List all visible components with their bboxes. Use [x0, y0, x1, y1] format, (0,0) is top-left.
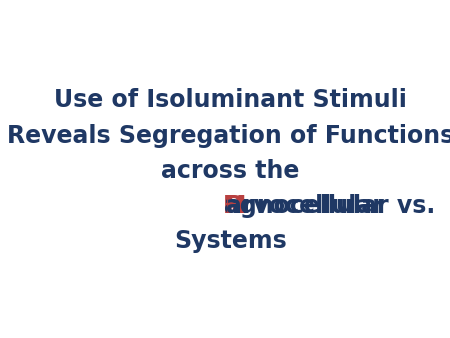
Text: arvocellular: arvocellular [226, 194, 384, 218]
Text: Systems: Systems [174, 229, 287, 253]
Text: Use of Isoluminant Stimuli: Use of Isoluminant Stimuli [54, 89, 407, 113]
Text: across the: across the [162, 159, 300, 183]
Text: P: P [225, 194, 243, 218]
Text: agnocellular vs.: agnocellular vs. [224, 194, 444, 218]
Text: Reveals Segregation of Functions: Reveals Segregation of Functions [7, 124, 450, 148]
Text: M: M [223, 194, 247, 218]
